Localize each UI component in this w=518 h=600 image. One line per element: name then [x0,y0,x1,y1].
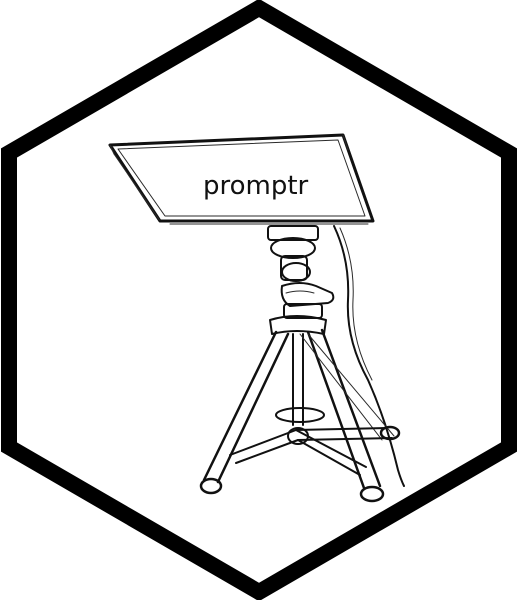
center-column [275,333,325,426]
tripod-feet [199,425,401,503]
teleprompter-illustration: promptr [108,133,405,503]
wordmark-text: promptr [203,171,309,201]
tripod-legs [202,328,395,490]
cable [333,225,405,487]
pan-head [267,225,335,335]
hex-background [9,8,509,592]
prompter-screen [108,133,375,225]
